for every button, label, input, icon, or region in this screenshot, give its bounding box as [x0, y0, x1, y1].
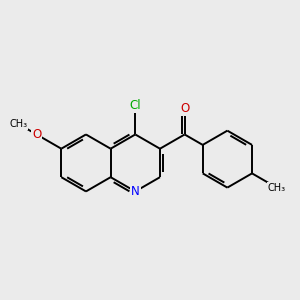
Text: CH₃: CH₃ — [9, 119, 27, 129]
Text: O: O — [180, 102, 189, 115]
Text: CH₃: CH₃ — [268, 183, 286, 193]
Text: O: O — [32, 128, 41, 141]
Text: N: N — [131, 185, 140, 198]
Text: Cl: Cl — [130, 100, 141, 112]
